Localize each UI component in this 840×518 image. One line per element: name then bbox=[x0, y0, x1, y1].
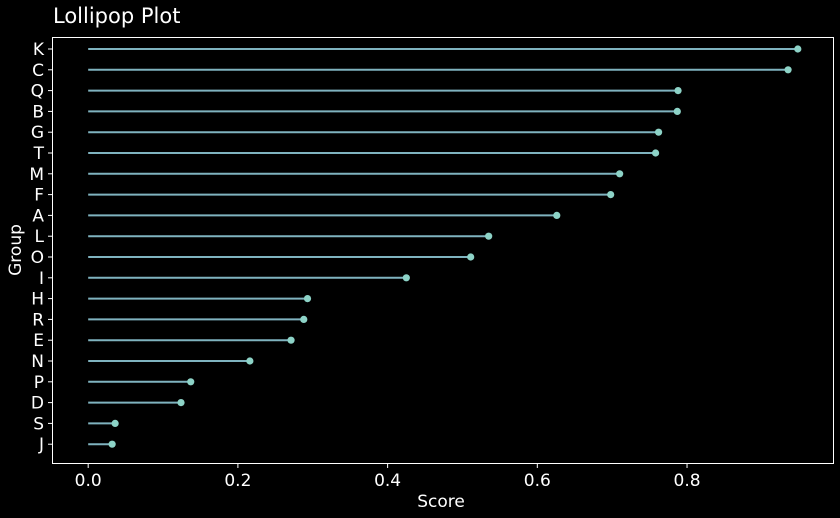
plot-area bbox=[88, 45, 802, 448]
marker-T bbox=[651, 149, 660, 157]
y-tick-label: T bbox=[33, 144, 45, 164]
marker-E bbox=[287, 336, 295, 344]
marker-C bbox=[784, 66, 792, 74]
y-tick-label: P bbox=[34, 373, 44, 393]
y-tick-label: L bbox=[35, 227, 45, 247]
y-tick-label: K bbox=[33, 40, 45, 60]
marker-M bbox=[616, 170, 624, 178]
plot-frame bbox=[52, 37, 834, 464]
x-axis-label: Score bbox=[417, 492, 465, 512]
y-tick-label: B bbox=[32, 102, 44, 122]
x-axis-ticks: 0.0 0.2 0.4 0.6 0.8 bbox=[75, 463, 701, 491]
marker-H bbox=[303, 295, 312, 303]
marker-K bbox=[794, 45, 802, 53]
y-tick-label: Q bbox=[31, 82, 44, 102]
marker-F bbox=[607, 191, 615, 199]
x-tick-label: 0.0 bbox=[75, 471, 102, 491]
marker-D bbox=[177, 399, 185, 407]
marker-S bbox=[111, 419, 119, 427]
y-tick-label: S bbox=[33, 414, 44, 434]
y-tick-label: I bbox=[39, 269, 44, 289]
marker-I bbox=[402, 274, 410, 282]
marker-J bbox=[108, 440, 116, 448]
marker-Q bbox=[674, 87, 682, 95]
y-tick-label: N bbox=[31, 352, 44, 372]
y-tick-label: E bbox=[33, 331, 44, 351]
y-tick-label: F bbox=[34, 186, 44, 206]
stems-group bbox=[88, 48, 798, 446]
y-tick-label: H bbox=[31, 290, 44, 310]
markers-group bbox=[108, 45, 802, 448]
y-tick-label: D bbox=[31, 394, 44, 414]
y-tick-label: J bbox=[38, 435, 44, 455]
x-tick-label: 0.4 bbox=[374, 471, 401, 491]
x-tick-label: 0.6 bbox=[524, 471, 551, 491]
marker-P bbox=[187, 378, 195, 386]
y-tick-label: A bbox=[32, 206, 44, 226]
marker-A bbox=[553, 211, 561, 219]
marker-O bbox=[467, 253, 475, 261]
x-tick-label: 0.8 bbox=[674, 471, 701, 491]
y-tick-label: O bbox=[31, 248, 44, 268]
y-axis-label: Group bbox=[6, 224, 26, 276]
marker-N bbox=[246, 357, 254, 365]
marker-B bbox=[673, 107, 681, 115]
x-tick-label: 0.2 bbox=[224, 471, 251, 491]
y-tick-label: C bbox=[32, 61, 44, 81]
y-tick-label: G bbox=[31, 123, 44, 143]
y-tick-label: R bbox=[32, 310, 44, 330]
marker-R bbox=[300, 315, 308, 323]
y-tick-label: M bbox=[29, 165, 44, 185]
marker-G bbox=[654, 128, 663, 136]
marker-L bbox=[485, 232, 493, 240]
chart-title: Lollipop Plot bbox=[53, 4, 180, 28]
